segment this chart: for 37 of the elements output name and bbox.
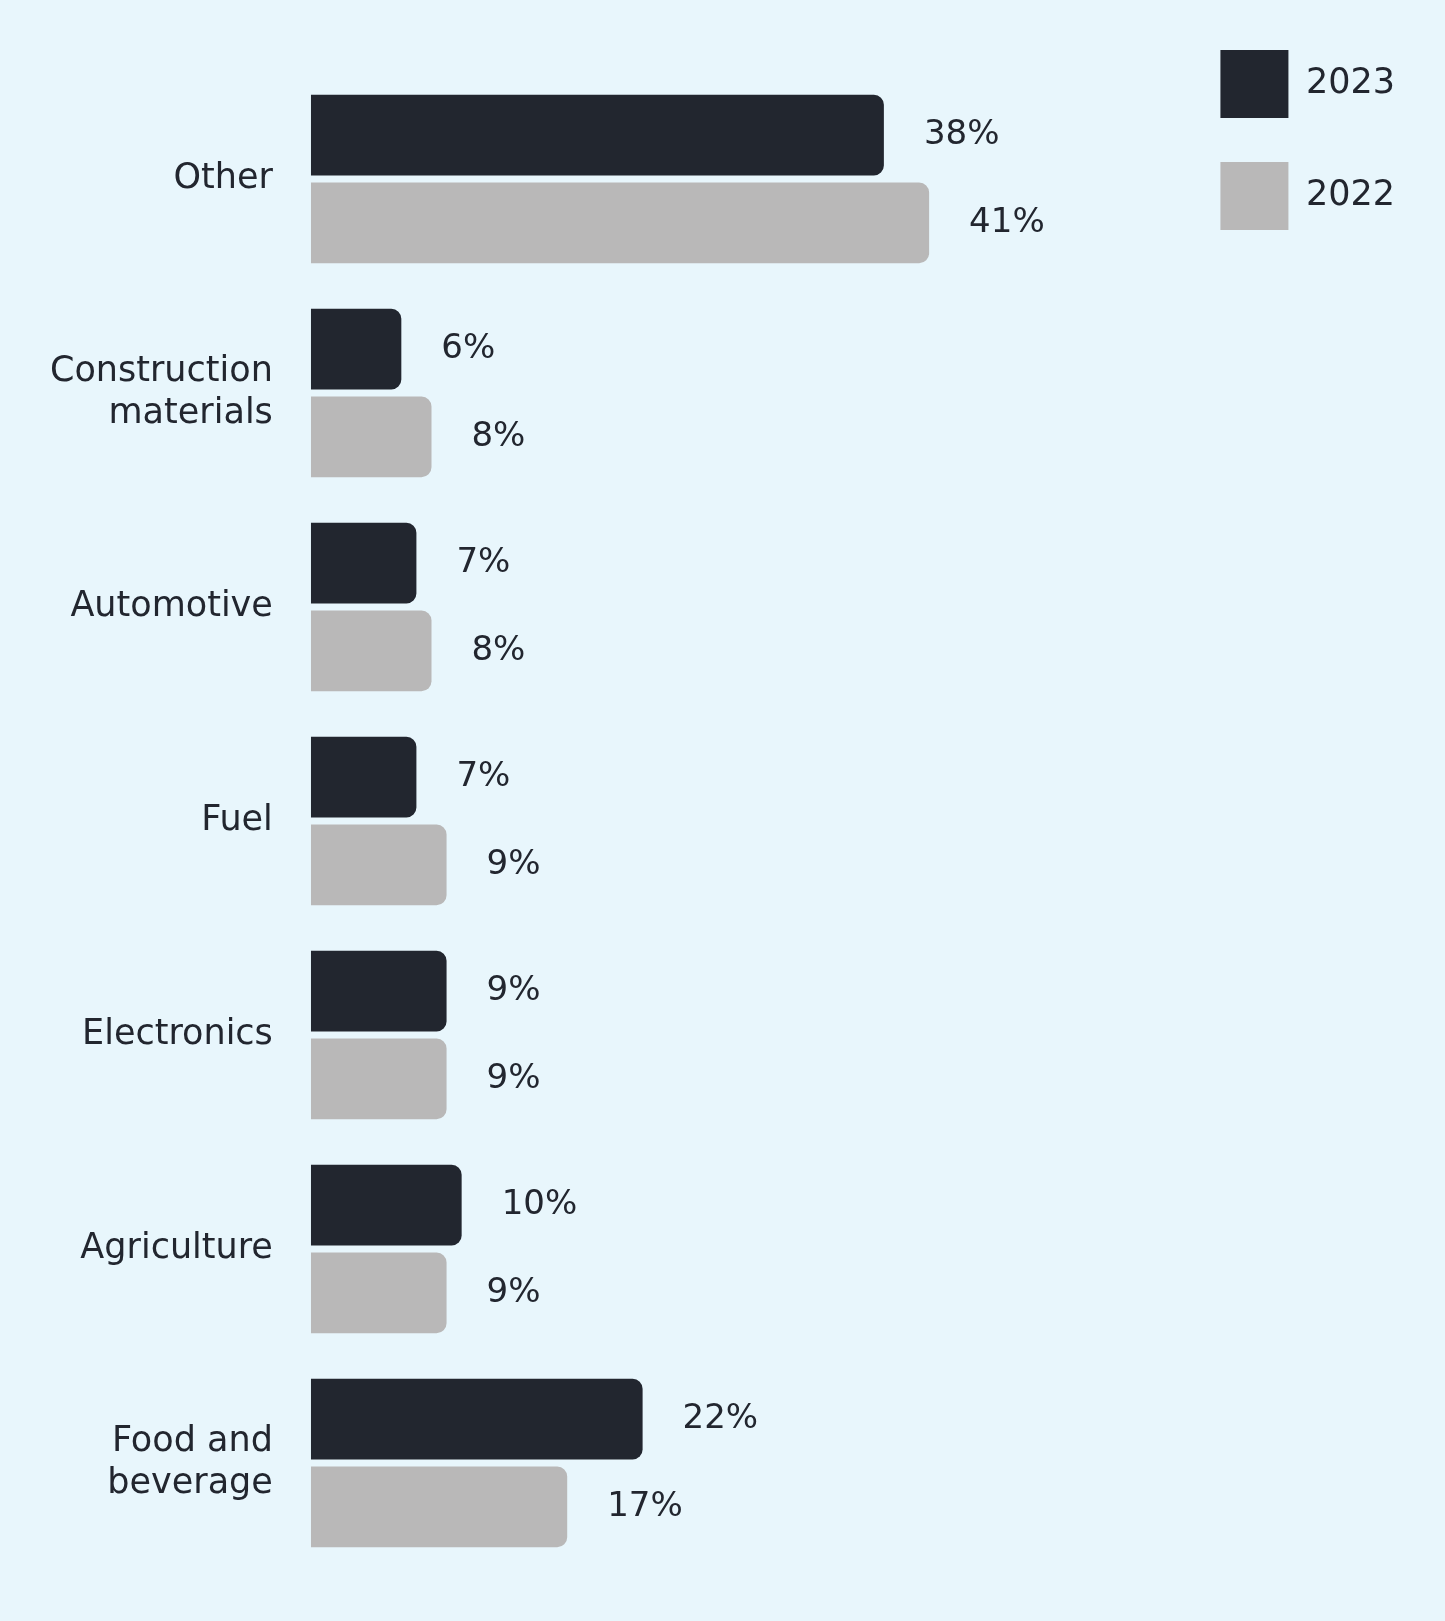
bar (310, 824, 447, 906)
y-tick-label: Fuel (201, 798, 273, 839)
data-label: 8% (471, 413, 526, 454)
legend-label: 2023 (1305, 61, 1396, 102)
y-tick-label: Automotive (70, 584, 273, 625)
bar (310, 396, 432, 478)
data-label: 9% (486, 1055, 541, 1096)
y-tick-label: Agriculture (80, 1226, 273, 1267)
bar (310, 610, 432, 692)
y-tick-label: Construction materials (49, 349, 273, 432)
bar (310, 522, 417, 604)
bar (310, 1252, 447, 1334)
bar (310, 308, 402, 390)
data-label: 22% (682, 1395, 759, 1436)
bar (310, 736, 417, 818)
legend-label: 2022 (1305, 173, 1396, 214)
data-label: 7% (456, 539, 511, 580)
data-label: 6% (441, 325, 496, 366)
data-label: 17% (607, 1483, 683, 1524)
bar (310, 182, 930, 264)
data-label: 9% (486, 967, 541, 1008)
bar (310, 1378, 643, 1460)
bar (310, 1038, 447, 1120)
y-tick-label: Other (173, 156, 274, 197)
bar (310, 950, 447, 1032)
y-tick-label: Food and beverage (107, 1419, 273, 1502)
bar (310, 94, 884, 176)
data-label: 7% (456, 753, 511, 794)
data-label: 9% (486, 1269, 541, 1310)
bar (310, 1466, 568, 1548)
data-label: 9% (486, 841, 541, 882)
bar (310, 1164, 462, 1246)
y-tick-label: Electronics (82, 1012, 273, 1053)
data-label: 41% (969, 199, 1045, 240)
data-label: 10% (501, 1181, 578, 1222)
data-label: 38% (923, 111, 1000, 152)
data-label: 8% (471, 627, 526, 668)
